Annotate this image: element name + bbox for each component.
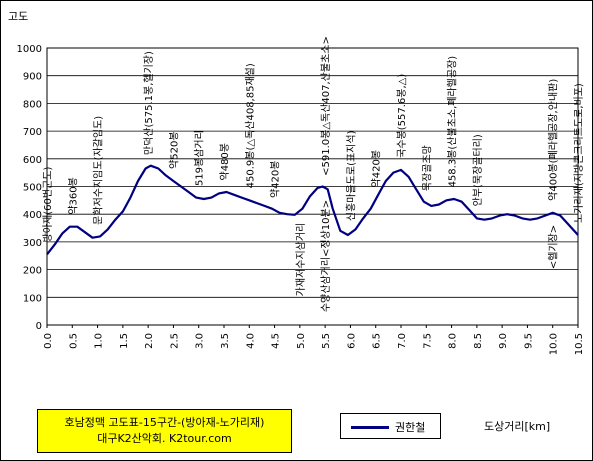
y-tick-label: 600 — [23, 155, 42, 166]
x-tick-label: 7.5 — [422, 333, 433, 349]
x-tick-label: 5.0 — [296, 333, 307, 349]
annotation-label: 수양산삼거리<정상10분> — [320, 200, 332, 312]
y-tick-label: 300 — [23, 238, 42, 249]
annotation-label: 안부(묵장골터리) — [472, 134, 484, 206]
annotation-label: 방아재(60번군도) — [42, 167, 54, 243]
y-tick-label: 100 — [23, 293, 42, 304]
x-tick-label: 4.5 — [271, 333, 282, 349]
chart-title: 호남정맥 고도표-15구간-(방아재-노가리재) — [64, 416, 265, 429]
x-tick-label: 3.0 — [195, 333, 206, 349]
annotation-label: 가재저수지삼거리 — [295, 223, 307, 297]
legend-swatch — [351, 426, 389, 429]
x-tick-label: 8.0 — [448, 333, 459, 349]
x-tick-label: 6.5 — [372, 333, 383, 349]
chart-title-box: 호남정맥 고도표-15구간-(방아재-노가리재) 대구K2산악회. K2tour… — [37, 409, 292, 453]
annotation-label: 약420봉 — [270, 161, 282, 199]
x-tick-label: 9.5 — [523, 333, 534, 349]
x-tick-label: 5.5 — [321, 333, 332, 349]
x-tick-label: 4.0 — [245, 333, 256, 349]
annotation-label: 문학저수지임도(자갈임도) — [92, 116, 105, 225]
x-tick-label: 8.5 — [473, 333, 484, 349]
y-tick-label: 1000 — [17, 44, 42, 55]
x-tick-label: 3.5 — [220, 333, 231, 349]
annotation-label: 만덕산(575.1봉,헬기장) — [143, 51, 155, 155]
x-tick-label: 10.0 — [549, 333, 560, 355]
annotation-label: 노가리재(지방콘크리트도로,비포) — [573, 83, 585, 223]
x-tick-label: 0.5 — [68, 333, 79, 349]
series-line-권한철 — [46, 164, 579, 256]
x-tick-label: 9.0 — [498, 333, 509, 349]
annotation-label: 약400봉(폐라헬공장,안내판) — [548, 79, 560, 201]
x-tick-label: 2.0 — [144, 333, 155, 349]
annotation-label: 묵장골조망 — [421, 145, 433, 191]
annotation-label: 458.3봉(산불초소,폐라헬공장) — [447, 56, 459, 188]
x-axis-label: 도상거리[km] — [484, 420, 551, 433]
y-tick-label: 900 — [23, 72, 42, 83]
x-tick-label: 1.0 — [94, 333, 105, 349]
annotation-label: 국수봉(557.6봉,△) — [396, 74, 408, 158]
x-tick-label: 2.5 — [169, 333, 180, 349]
y-tick-label: 200 — [23, 266, 42, 277]
annotation-label: 약360봉 — [67, 177, 79, 215]
legend: 권한철 — [340, 413, 441, 439]
x-tick-label: 7.0 — [397, 333, 408, 349]
y-tick-label: 500 — [23, 183, 42, 194]
y-axis-label: 고도 — [8, 10, 28, 23]
x-tick-label: 6.0 — [346, 333, 357, 349]
annotation-label: 약520봉 — [168, 131, 180, 169]
y-tick-label: 0 — [36, 321, 42, 332]
annotation-label: 약420봉 — [371, 150, 383, 188]
x-tick-label: 1.5 — [119, 333, 130, 349]
annotation-label: 519봉삼거리 — [194, 130, 206, 186]
x-tick-label: 10.5 — [574, 333, 585, 355]
y-tick-label: 700 — [23, 127, 42, 138]
chart-subtitle: 대구K2산악회. K2tour.com — [97, 432, 232, 445]
y-tick-label: 800 — [23, 99, 42, 110]
annotation-label: 약480봉 — [219, 143, 231, 181]
annotation-label: <헬기장> — [548, 225, 560, 269]
legend-label: 권한철 — [395, 421, 426, 434]
y-tick-label: 400 — [23, 210, 42, 221]
annotation-label: 450.9봉(△독산408,85재설) — [244, 63, 256, 188]
annotation-label: <591.0봉△독산407,산불초소> — [320, 36, 332, 176]
annotation-label: 신흥마을도로(표지석) — [344, 130, 357, 221]
x-tick-label: 0.0 — [43, 333, 54, 349]
